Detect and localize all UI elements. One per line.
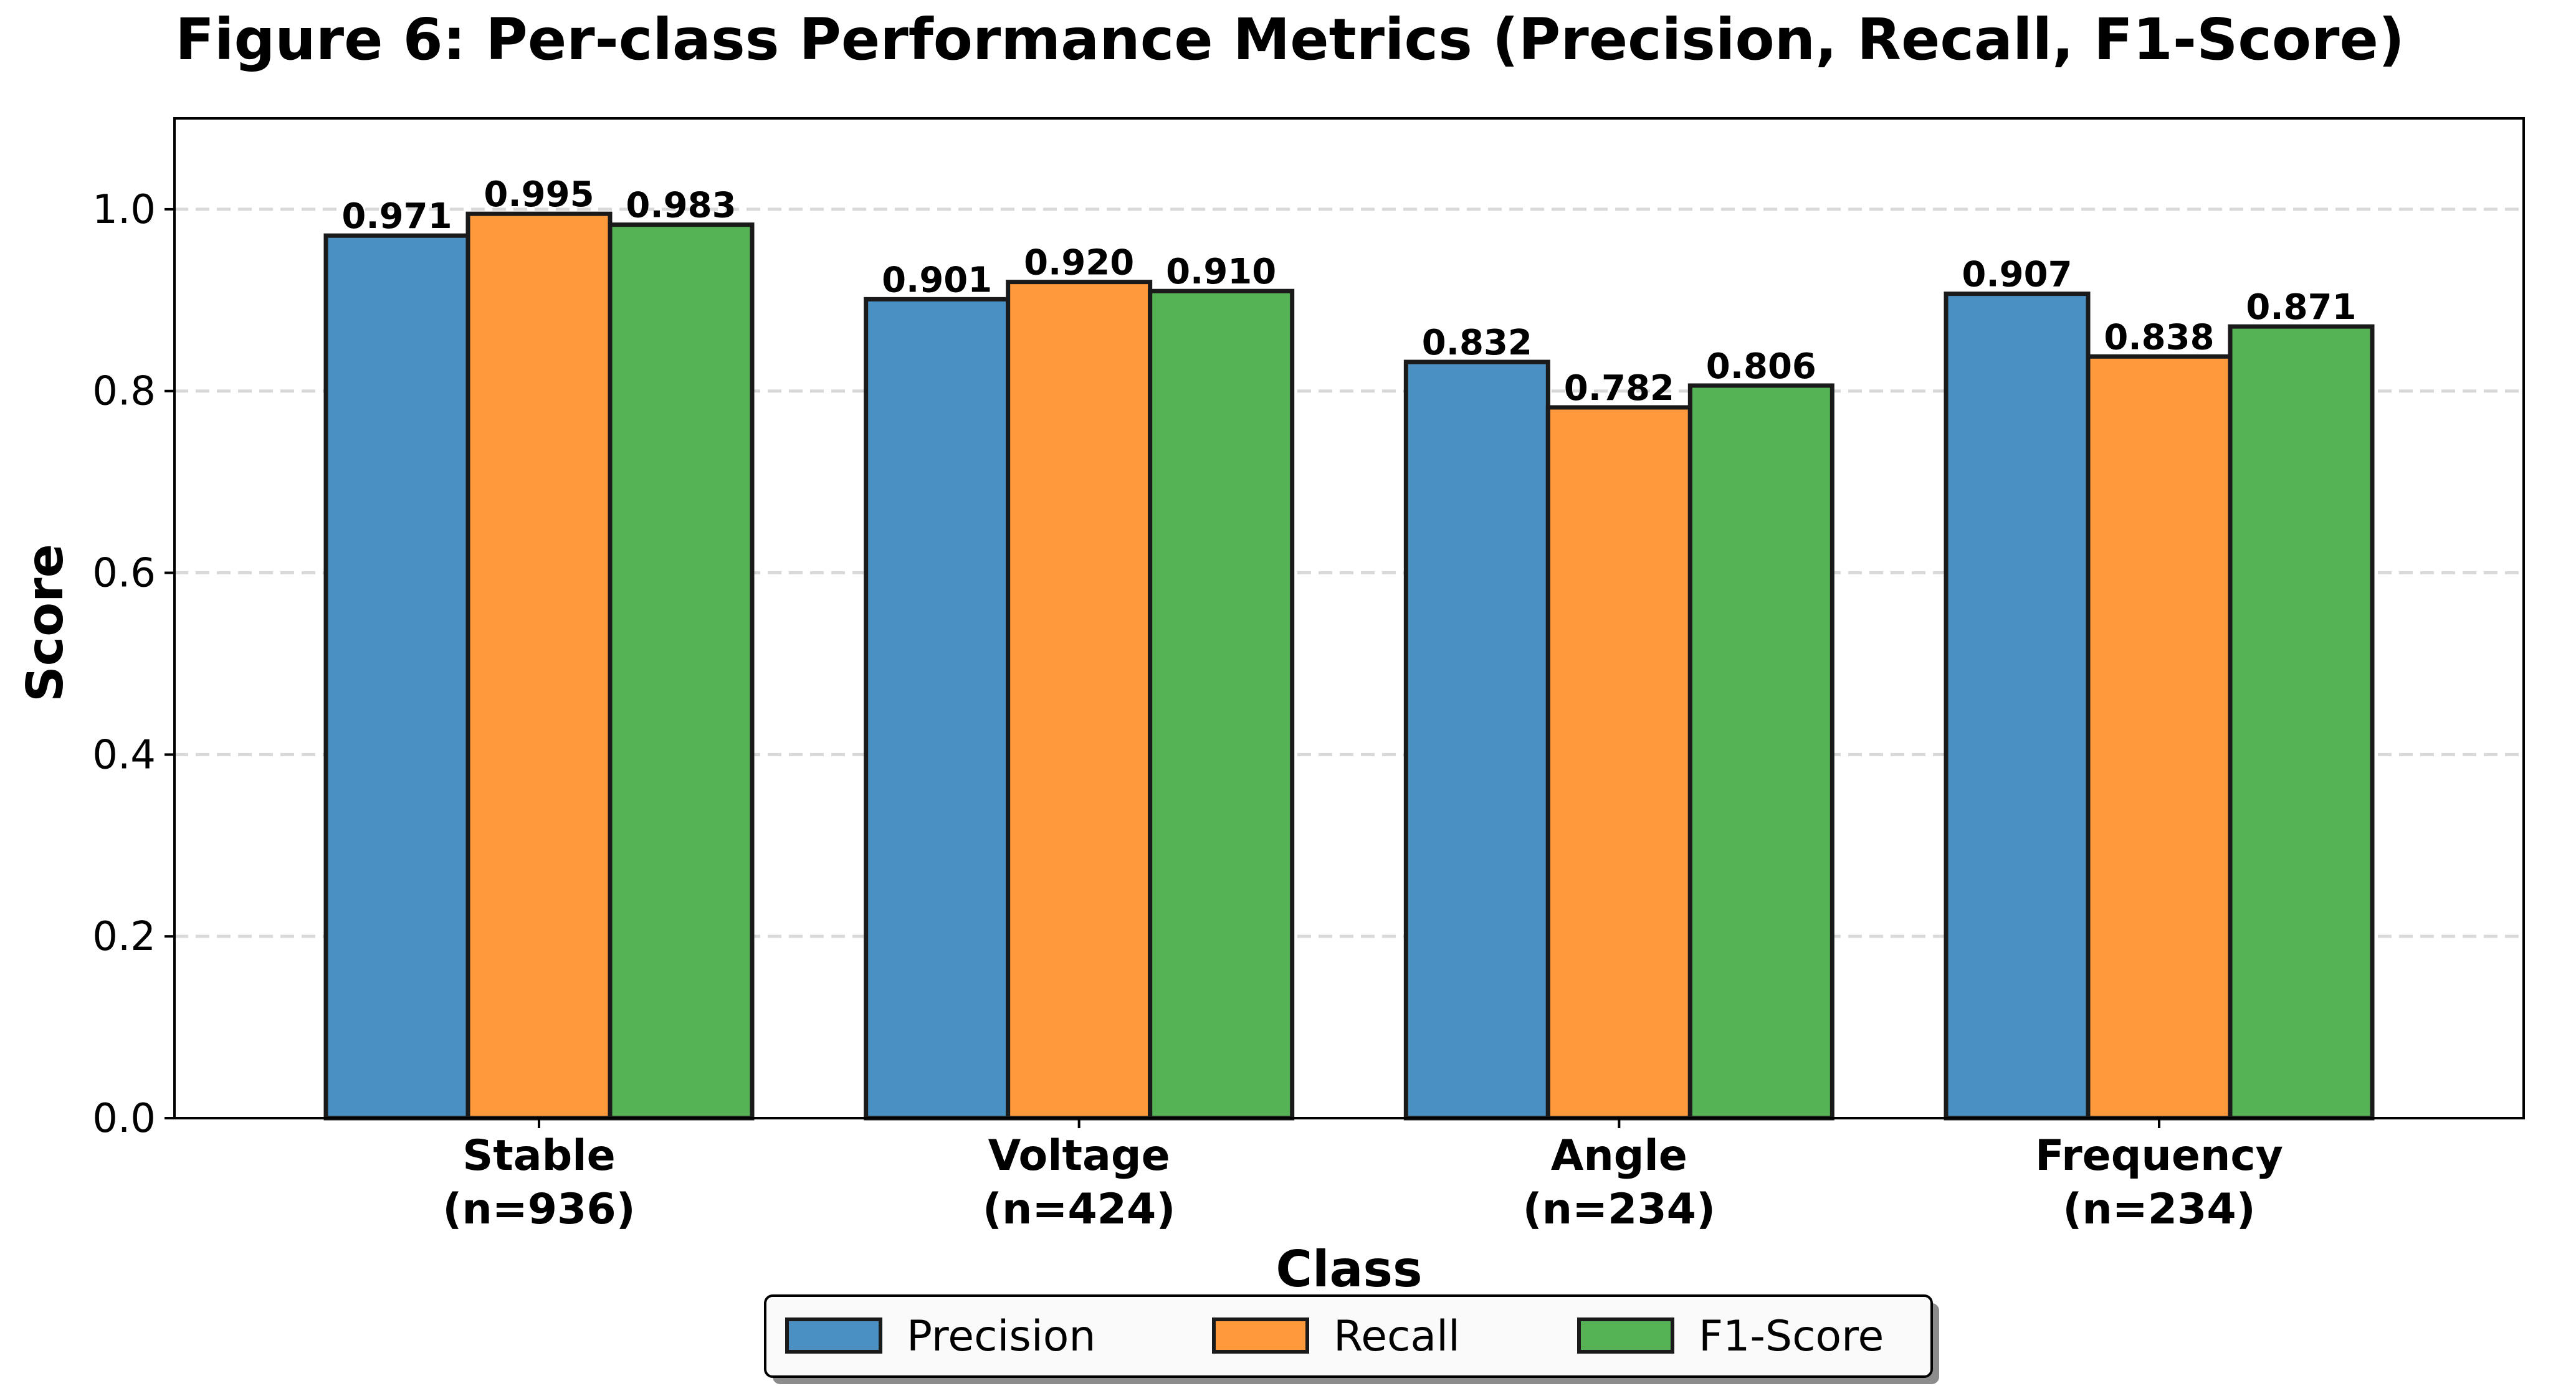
y-axis-ticks: 0.0 0.2 0.4 0.6 0.8 1.0 — [92, 187, 174, 1142]
bar-f1-score-voltage — [1148, 288, 1295, 1121]
data-label: 0.910 — [1166, 252, 1276, 292]
x-tick-count: (n=234) — [2063, 1185, 2256, 1234]
bar-precision-angle — [1403, 359, 1550, 1121]
x-tick-count: (n=936) — [442, 1185, 636, 1234]
data-label: 0.971 — [341, 196, 452, 237]
data-label: 0.995 — [484, 174, 594, 215]
bar-recall-stable — [465, 211, 613, 1121]
bar-precision-frequency — [1944, 292, 2091, 1121]
y-tick-label: 0.2 — [92, 914, 156, 960]
legend-box — [764, 1294, 1933, 1378]
y-tick-label: 0.6 — [92, 551, 156, 597]
data-label: 0.806 — [1706, 346, 1816, 387]
x-tick-count: (n=234) — [1523, 1185, 1716, 1234]
data-label: 0.838 — [2104, 317, 2214, 358]
data-label: 0.920 — [1024, 243, 1134, 283]
x-tick-count: (n=424) — [983, 1185, 1176, 1234]
data-label: 0.901 — [882, 260, 992, 300]
data-label: 0.871 — [2246, 287, 2356, 328]
bar-f1-score-frequency — [2228, 324, 2375, 1121]
data-label: 0.907 — [1962, 255, 2072, 295]
bars — [323, 211, 2375, 1121]
legend-swatch — [785, 1317, 882, 1354]
legend-label: Recall — [1333, 1312, 1460, 1361]
bar-precision-voltage — [864, 297, 1011, 1121]
y-tick-label: 1.0 — [92, 187, 156, 233]
x-axis-label: Class — [1276, 1240, 1422, 1298]
x-tick-label: Voltage — [988, 1131, 1170, 1180]
legend-label: Precision — [907, 1312, 1095, 1361]
y-tick-label: 0.0 — [92, 1096, 156, 1142]
bar-f1-score-stable — [608, 222, 755, 1121]
bar-recall-frequency — [2086, 354, 2233, 1121]
data-label: 0.832 — [1422, 323, 1532, 363]
legend: Precision Recall F1-Score — [764, 1294, 1939, 1384]
y-tick-label: 0.8 — [92, 369, 156, 415]
bar-f1-score-angle — [1687, 383, 1834, 1121]
legend-swatch — [1577, 1317, 1674, 1354]
data-label: 0.782 — [1564, 368, 1674, 409]
y-axis-label: Score — [16, 544, 74, 702]
bar-precision-stable — [323, 233, 470, 1121]
x-tick-label: Angle — [1551, 1131, 1687, 1180]
legend-label: F1-Score — [1699, 1312, 1884, 1361]
bar-recall-angle — [1545, 405, 1692, 1121]
chart-title: Figure 6: Per-class Performance Metrics … — [175, 6, 2405, 73]
data-labels: 0.971 0.995 0.983 0.901 0.920 0.910 0.832 0.782… — [341, 174, 2356, 409]
x-axis-ticks: Stable (n=936) Voltage (n=424) Angle (n=234) F… — [442, 1118, 2283, 1234]
bar-recall-voltage — [1006, 280, 1153, 1121]
legend-swatch — [1212, 1317, 1309, 1354]
x-tick-label: Stable — [462, 1131, 615, 1180]
y-tick-label: 0.4 — [92, 732, 156, 778]
data-label: 0.983 — [626, 186, 736, 226]
plot-frame — [173, 117, 2525, 1119]
x-tick-label: Frequency — [2035, 1131, 2283, 1180]
